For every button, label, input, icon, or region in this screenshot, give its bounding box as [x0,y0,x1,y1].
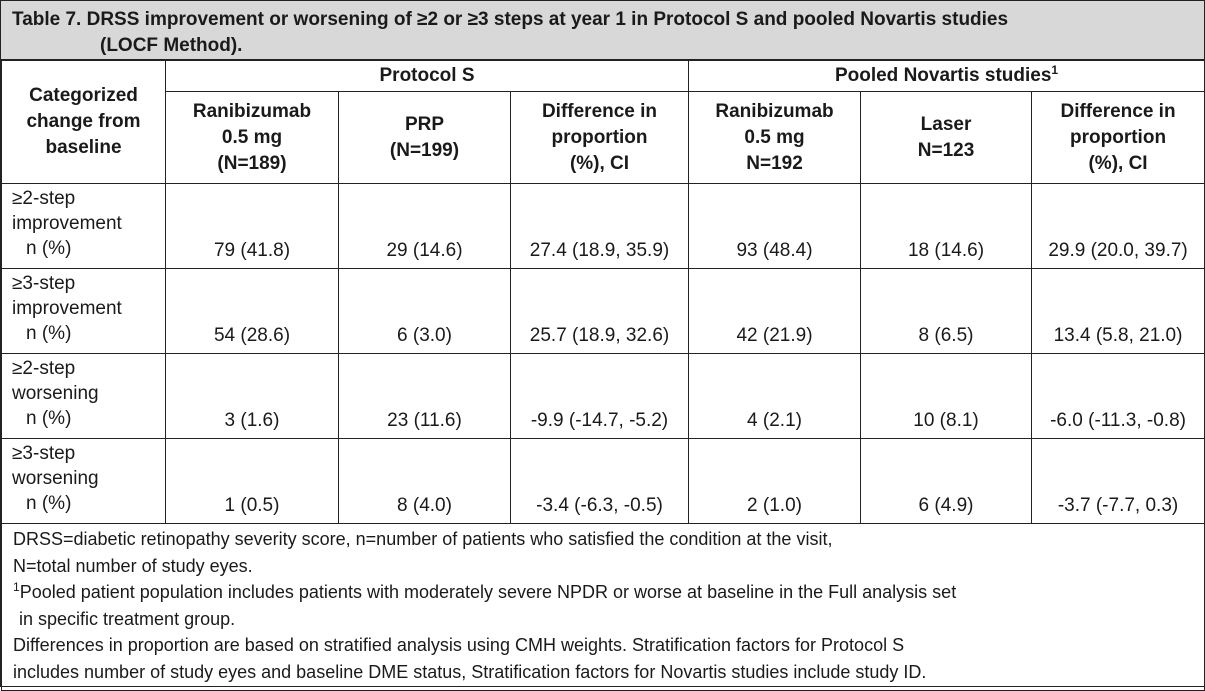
table-cell: -6.0 (-11.3, -0.8) [1031,353,1205,439]
table-cell: 54 (28.6) [165,268,339,354]
footnote-line: includes number of study eyes and baseli… [13,661,927,682]
group-header-protocol-s: Protocol S [164,60,690,92]
footnote-line: Differences in proportion are based on s… [13,635,905,655]
table-cell: 29 (14.6) [338,183,511,269]
footnote-line: in specific treatment group. [19,608,236,629]
table-row: ≥2-step worsening n (%) 3 (1.6) 23 (11.6) … [1,353,1205,439]
row-label: ≥3-step worsening n (%) [1,438,166,524]
table-cell: 8 (6.5) [860,268,1033,354]
title-line-2: (LOCF Method). [100,35,243,56]
column-header: Ranibizumab 0.5 mg (N=189) [165,91,339,184]
group-header-novartis: Pooled Novartis studies1 [688,60,1205,92]
table-row: ≥3-step worsening n (%) 1 (0.5) 8 (4.0) -3… [1,438,1205,524]
table-cell: -3.7 (-7.7, 0.3) [1031,438,1205,524]
table-cell: 13.4 (5.8, 21.0) [1031,268,1205,354]
table-cell: 1 (0.5) [165,438,339,524]
column-header: Laser N=123 [860,91,1033,184]
footnote-row: DRSS=diabetic retinopathy severity score… [0,523,1205,691]
table-cell: 18 (14.6) [860,183,1033,269]
table-cell: 42 (21.9) [688,268,862,354]
results-table: Categorized change from baseline Protoco… [0,60,1205,691]
table-row: ≥2-step improvement n (%) 79 (41.8) 29 (14… [1,183,1205,269]
header-group-row: Categorized change from baseline Protoco… [1,60,1205,184]
table-cell: 93 (48.4) [688,183,862,269]
header-column-row: Ranibizumab 0.5 mg (N=189) PRP (N=199) Diff… [2,91,1205,184]
table-cell: 23 (11.6) [338,353,511,439]
table-cell: 25.7 (18.9, 32.6) [509,268,690,354]
table-cell: 2 (1.0) [688,438,862,524]
footnote-marker: 1 [13,580,20,594]
column-header: Ranibizumab 0.5 mg N=192 [688,91,862,184]
table-cell: -9.9 (-14.7, -5.2) [509,353,690,439]
title-line-1: Table 7. DRSS improvement or worsening o… [12,9,1009,30]
table-cell: 29.9 (20.0, 39.7) [1031,183,1205,269]
row-label-header: Categorized change from baseline [1,60,166,184]
column-header: Difference in proportion (%), CI [509,91,690,184]
footnote-marker: 1 [1051,63,1059,77]
table-cell: 79 (41.8) [165,183,339,269]
table-cell: 27.4 (18.9, 35.9) [509,183,690,269]
table-cell: 4 (2.1) [688,353,862,439]
table-cell: 6 (3.0) [338,268,511,354]
table-cell: 6 (4.9) [860,438,1033,524]
row-label: ≥3-step improvement n (%) [1,268,166,354]
table-cell: -3.4 (-6.3, -0.5) [509,438,690,524]
table-title: Table 7. DRSS improvement or worsening o… [1,1,1204,60]
footnote-line: DRSS=diabetic retinopathy severity score… [13,529,833,549]
column-header: PRP (N=199) [338,91,511,184]
table-cell: 10 (8.1) [860,353,1033,439]
column-header: Difference in proportion (%), CI [1031,91,1205,184]
table-cell: 8 (4.0) [338,438,511,524]
footnotes: DRSS=diabetic retinopathy severity score… [0,523,1205,691]
table-cell: 3 (1.6) [165,353,339,439]
footnote-line: 1Pooled patient population includes pati… [13,580,957,602]
table-row: ≥3-step improvement n (%) 54 (28.6) 6 (3.0… [1,268,1205,354]
row-label: ≥2-step worsening n (%) [1,353,166,439]
row-label: ≥2-step improvement n (%) [1,183,166,269]
footnote-line: N=total number of study eyes. [13,555,253,576]
